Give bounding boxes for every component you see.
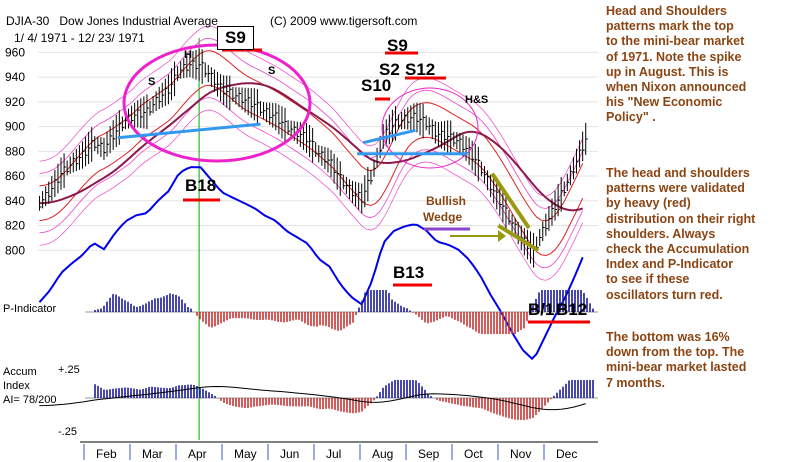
x-tick-label: May <box>234 447 257 461</box>
wedge-label-2: Wedge <box>423 210 463 224</box>
x-tick-label: Aug <box>372 447 393 461</box>
envelope-band <box>39 97 584 269</box>
head-label: H <box>184 49 192 61</box>
commentary-line: The bottom was 16% <box>606 330 730 344</box>
commentary-line: check the Accumulation <box>606 242 750 257</box>
price-bars <box>39 48 588 268</box>
commentary-block-3: The bottom was 16% down from the top. Th… <box>606 330 800 391</box>
y-tick-label: 900 <box>5 120 25 134</box>
commentary-line: Index and P-Indicator <box>606 257 734 272</box>
commentary-block-2: The head and shoulders patterns were val… <box>606 166 800 303</box>
copyright-label: (C) 2009 www.tigersoft.com <box>270 14 418 28</box>
x-tick-label: Feb <box>96 447 117 461</box>
wedge-arrowhead <box>498 230 506 242</box>
chart-bands <box>38 25 584 361</box>
y-tick-label: 960 <box>5 45 25 59</box>
commentary-line: Policy" . <box>606 110 656 125</box>
signal-s10: S10 <box>361 76 392 95</box>
commentary-line: mini-bear market lasted <box>606 360 747 375</box>
commentary-line: oscillators turn red. <box>606 287 723 302</box>
commentary-line: The head and shoulders <box>606 166 750 180</box>
x-tick-label: Nov <box>510 447 531 461</box>
relative-strength-line <box>38 166 584 361</box>
y-tick-label: 820 <box>5 219 25 233</box>
ai-value-label: AI= 78/200 <box>3 394 57 406</box>
right-shoulder-label: S <box>268 65 276 77</box>
commentary-line: down from the top. The <box>606 345 745 360</box>
accum-label-2: Index <box>3 380 30 392</box>
commentary-line: shoulders. Always <box>606 226 716 241</box>
accum-label-1: Accum <box>3 366 37 378</box>
hs-label: H&S <box>465 94 489 106</box>
commentary-line: of 1971. Note the spike <box>606 49 742 64</box>
x-tick-label: Oct <box>464 447 483 461</box>
signal-b-bottom: B/1 <box>528 300 555 319</box>
commentary-block-1: Head and Shoulders patterns mark the top… <box>606 4 800 126</box>
accum-bottom-tick: -.25 <box>58 426 77 438</box>
signal-b12: B12 <box>556 300 588 319</box>
moving-average-line <box>39 82 583 212</box>
commentary-line: Head and Shoulders <box>606 4 727 18</box>
chart-annotations <box>117 43 590 324</box>
y-tick-label: 880 <box>5 144 25 158</box>
x-tick-label: Sep <box>418 447 440 461</box>
x-tick-label: Mar <box>142 447 163 461</box>
wedge-label-1: Bullish <box>426 194 467 208</box>
envelope-band <box>39 25 584 197</box>
commentary-line: 7 months. <box>606 375 666 390</box>
signal-s9-top: S9 <box>217 26 254 50</box>
tick-labels: 800 820 840 860 880 900 920 940 960 Feb Mar Apr May J… <box>5 45 577 461</box>
y-tick-label: 920 <box>5 95 25 109</box>
accum-top-tick: +.25 <box>58 364 80 376</box>
hs-circle-left <box>122 43 312 163</box>
wedge-line-lower <box>497 223 540 252</box>
envelope-band <box>39 50 584 222</box>
commentary-line: by heavy (red) <box>606 196 691 211</box>
indicator-panels <box>39 290 598 421</box>
ticker-label: DJIA-30 Dow Jones Industrial Average <box>6 14 218 28</box>
p-indicator-label: P-Indicator <box>3 303 57 315</box>
y-tick-label: 800 <box>5 243 25 257</box>
signal-s2: S2 <box>379 60 400 79</box>
commentary-line: to see if these <box>606 272 690 287</box>
commentary-line: distribution on their right <box>606 211 756 226</box>
commentary-line: to the mini-bear market <box>606 34 745 49</box>
x-tick-label: Dec <box>556 447 577 461</box>
chart-title: Dow Jones Industrial Average <box>59 14 218 28</box>
commentary-line: patterns mark the top <box>606 19 734 34</box>
left-shoulder-label: S <box>148 76 156 88</box>
wedge-line-upper <box>490 172 531 230</box>
neckline-right-upper <box>362 128 416 145</box>
x-tick-label: Jul <box>326 447 341 461</box>
signal-s9-right: S9 <box>387 36 408 55</box>
y-tick-label: 840 <box>5 194 25 208</box>
envelope-band <box>39 84 584 257</box>
accum-ma-line <box>39 385 586 411</box>
neckline-left <box>117 122 261 140</box>
commentary-line: patterns were validated <box>606 181 745 196</box>
commentary-line: when Nixon announced <box>606 80 747 95</box>
x-tick-label: Jun <box>280 447 299 461</box>
signal-b13: B13 <box>393 263 425 282</box>
y-tick-label: 860 <box>5 169 25 183</box>
commentary-line: up in August. This is <box>606 64 729 79</box>
envelope-band <box>39 109 584 281</box>
y-tick-label: 940 <box>5 70 25 84</box>
x-tick-label: Apr <box>188 447 207 461</box>
commentary-line: his "New Economic <box>606 95 723 110</box>
signal-b18: B18 <box>185 176 217 195</box>
date-range-label: 1/ 4/ 1971 - 12/ 23/ 1971 <box>14 31 145 45</box>
hs-circle-right <box>381 87 479 169</box>
signal-s12: S12 <box>405 60 436 79</box>
